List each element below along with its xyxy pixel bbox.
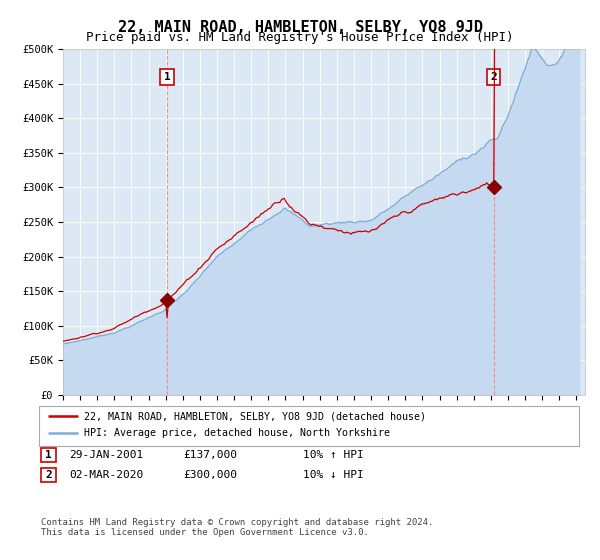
- Text: Price paid vs. HM Land Registry's House Price Index (HPI): Price paid vs. HM Land Registry's House …: [86, 31, 514, 44]
- Text: 29-JAN-2001: 29-JAN-2001: [69, 450, 143, 460]
- Text: £300,000: £300,000: [183, 470, 237, 480]
- Text: 02-MAR-2020: 02-MAR-2020: [69, 470, 143, 480]
- Text: 22, MAIN ROAD, HAMBLETON, SELBY, YO8 9JD (detached house): 22, MAIN ROAD, HAMBLETON, SELBY, YO8 9JD…: [84, 411, 426, 421]
- Text: Contains HM Land Registry data © Crown copyright and database right 2024.
This d: Contains HM Land Registry data © Crown c…: [41, 518, 433, 538]
- Text: 10% ↓ HPI: 10% ↓ HPI: [303, 470, 364, 480]
- Text: 1: 1: [164, 72, 170, 82]
- Text: 2: 2: [490, 72, 497, 82]
- Text: 2: 2: [45, 470, 52, 480]
- Text: 22, MAIN ROAD, HAMBLETON, SELBY, YO8 9JD: 22, MAIN ROAD, HAMBLETON, SELBY, YO8 9JD: [118, 20, 482, 35]
- Text: HPI: Average price, detached house, North Yorkshire: HPI: Average price, detached house, Nort…: [84, 428, 390, 438]
- Text: 1: 1: [45, 450, 52, 460]
- Text: 10% ↑ HPI: 10% ↑ HPI: [303, 450, 364, 460]
- Text: £137,000: £137,000: [183, 450, 237, 460]
